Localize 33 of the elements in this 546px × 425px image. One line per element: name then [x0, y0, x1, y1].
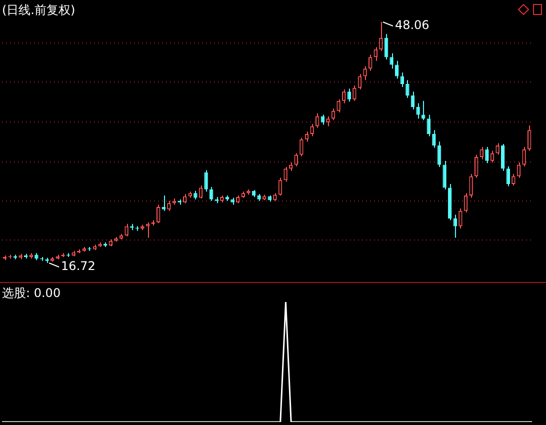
- annotation: 16.72: [61, 259, 96, 274]
- candlestick: [469, 173, 473, 198]
- candlestick: [300, 137, 304, 157]
- chart-title: (日线.前复权): [2, 2, 76, 19]
- candlestick: [416, 102, 420, 120]
- candlestick: [363, 66, 367, 81]
- chart-title: 选股: 0.00: [2, 285, 61, 302]
- candlestick: [352, 85, 356, 102]
- candlestick: [326, 116, 330, 127]
- candlestick: [167, 200, 171, 212]
- candlestick: [304, 131, 309, 142]
- candlestick: [421, 100, 426, 121]
- candlestick: [496, 142, 500, 156]
- candlestick: [310, 123, 314, 137]
- candlestick: [512, 173, 516, 186]
- candlestick: [162, 194, 166, 212]
- candlestick: [124, 223, 128, 237]
- annotation: 48.06: [394, 18, 430, 32]
- candlestick: [379, 22, 383, 52]
- candlestick: [336, 98, 340, 113]
- candlestick: [516, 162, 521, 178]
- candlestick: [490, 150, 494, 163]
- candlestick: [390, 52, 394, 70]
- candlestick: [432, 130, 436, 148]
- candlestick: [458, 208, 462, 230]
- candlestick: [522, 146, 526, 167]
- candlestick: [442, 160, 446, 190]
- candlestick: [284, 166, 288, 182]
- candlestick: [485, 146, 489, 164]
- candlestick: [406, 80, 410, 98]
- candlestick: [342, 88, 346, 104]
- candlestick: [204, 170, 208, 192]
- candlestick: [347, 88, 352, 102]
